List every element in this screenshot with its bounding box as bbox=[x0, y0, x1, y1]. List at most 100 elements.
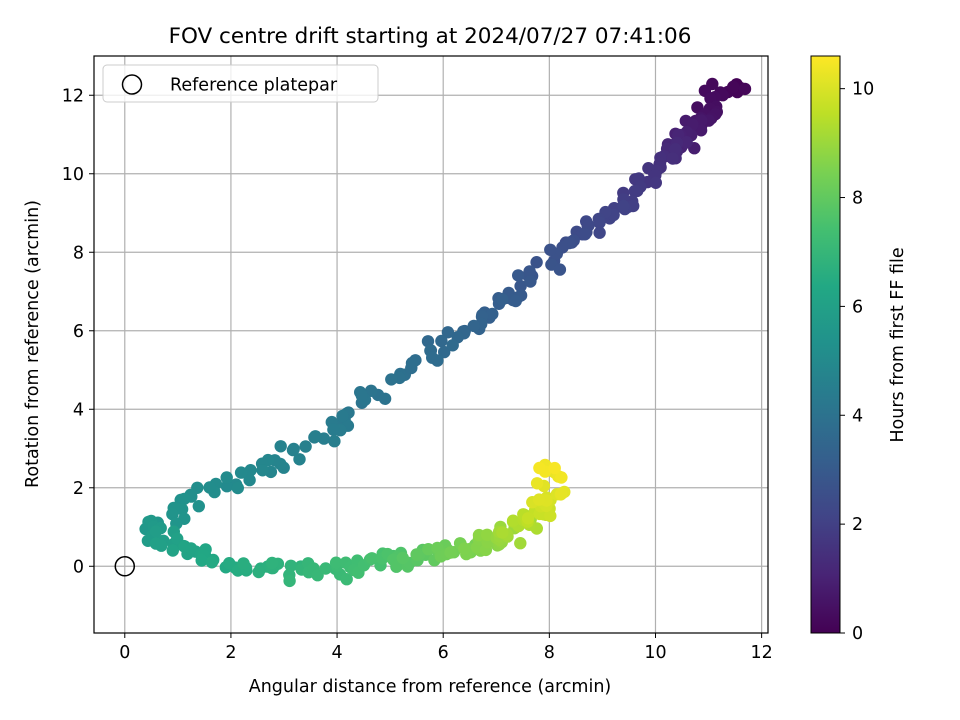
scatter-point bbox=[480, 528, 494, 541]
colorbar-gradient bbox=[810, 55, 841, 634]
scatter-point bbox=[192, 500, 205, 513]
y-axis-label: Rotation from reference (arcmin) bbox=[23, 200, 43, 488]
scatter-point bbox=[223, 557, 236, 570]
scatter-point bbox=[530, 477, 544, 490]
colorbar-tick-label: 8 bbox=[852, 189, 863, 209]
y-tick-label: 6 bbox=[73, 322, 84, 342]
scatter-point bbox=[548, 461, 561, 475]
colorbar-label: Hours from first FF file bbox=[888, 247, 908, 442]
scatter-point bbox=[512, 269, 525, 282]
colorbar-tick-label: 2 bbox=[852, 515, 863, 535]
scatter-point bbox=[532, 493, 546, 506]
y-tick-label: 4 bbox=[73, 400, 84, 420]
scatter-point bbox=[617, 199, 630, 213]
scatter-point bbox=[299, 440, 312, 453]
scatter-point bbox=[396, 551, 409, 565]
scatter-point bbox=[628, 184, 641, 198]
scatter-point bbox=[327, 423, 340, 436]
scatter-point bbox=[593, 216, 606, 229]
scatter-point bbox=[458, 542, 471, 555]
scatter-point bbox=[293, 453, 306, 466]
scatter-point bbox=[727, 80, 740, 94]
x-axis-label: Angular distance from reference (arcmin) bbox=[249, 677, 612, 697]
x-tick-label: 12 bbox=[750, 643, 772, 663]
scatter-point bbox=[166, 507, 179, 521]
x-tick-label: 2 bbox=[225, 643, 236, 663]
scatter-point bbox=[234, 466, 248, 479]
scatter-point bbox=[555, 487, 568, 500]
scatter-point bbox=[405, 356, 419, 370]
legend: Reference platepar bbox=[102, 64, 379, 103]
scatter-point bbox=[203, 481, 216, 494]
scatter-point bbox=[410, 548, 423, 561]
colorbar-tick-label: 0 bbox=[852, 624, 863, 644]
scatter-point bbox=[544, 243, 557, 256]
scatter-point bbox=[385, 373, 398, 386]
y-tick-label: 10 bbox=[62, 165, 84, 185]
x-tick-label: 4 bbox=[331, 643, 342, 663]
colorbar-tick-label: 10 bbox=[852, 80, 874, 100]
scatter-point bbox=[553, 263, 567, 276]
legend-marker-open-circle bbox=[121, 74, 143, 95]
scatter-point bbox=[220, 480, 234, 493]
x-tick-label: 6 bbox=[438, 643, 449, 663]
scatter-point bbox=[533, 461, 546, 475]
scatter-point bbox=[274, 440, 287, 453]
scatter-point bbox=[328, 435, 341, 448]
scatter-point bbox=[378, 392, 392, 405]
scatter-point bbox=[252, 565, 265, 579]
scatter-point bbox=[578, 228, 592, 241]
legend-box bbox=[102, 64, 379, 103]
scatter-point bbox=[544, 509, 557, 523]
data-points bbox=[139, 77, 752, 588]
scatter-point bbox=[329, 556, 343, 569]
scatter-point bbox=[365, 552, 379, 565]
y-tick-label: 2 bbox=[73, 479, 84, 499]
scatter-point bbox=[506, 514, 520, 527]
scatter-point bbox=[283, 574, 296, 588]
scatter-point bbox=[669, 143, 682, 156]
scatter-point bbox=[340, 573, 353, 586]
scatter-point bbox=[441, 326, 455, 339]
scatter-point bbox=[364, 384, 378, 397]
x-axis-ticks: 0 2 4 6 8 10 12 bbox=[119, 633, 773, 663]
scatter-point bbox=[435, 334, 448, 348]
scatter-point bbox=[237, 557, 250, 570]
scatter-point bbox=[178, 540, 191, 553]
scatter-point bbox=[509, 294, 522, 308]
scatter-point bbox=[524, 275, 537, 288]
scatter-point bbox=[256, 464, 269, 477]
scatter-point bbox=[523, 265, 536, 278]
y-tick-label: 0 bbox=[73, 557, 84, 577]
scatter-point bbox=[738, 82, 752, 96]
scatter-point bbox=[355, 389, 368, 402]
colorbar: 0 2 4 6 8 10 Hours from first FF file bbox=[810, 55, 908, 644]
scatter-point bbox=[231, 481, 244, 495]
scatter-point bbox=[244, 464, 257, 477]
x-tick-label: 0 bbox=[119, 643, 130, 663]
scatter-point bbox=[496, 526, 509, 539]
scatter-point bbox=[486, 307, 499, 321]
scatter-point bbox=[666, 152, 679, 165]
y-tick-label: 12 bbox=[62, 86, 84, 106]
scatter-point bbox=[467, 319, 480, 333]
scatter-point bbox=[422, 543, 435, 556]
scatter-point bbox=[555, 471, 568, 484]
colorbar-ticks: 0 2 4 6 8 10 bbox=[840, 80, 874, 644]
scatter-point bbox=[220, 471, 233, 484]
scatter-point bbox=[195, 554, 208, 567]
colorbar-tick-label: 6 bbox=[852, 297, 863, 317]
colorbar-tick-label: 4 bbox=[852, 406, 863, 426]
scatter-point bbox=[431, 354, 444, 367]
scatter-point bbox=[496, 293, 509, 306]
scatter-point bbox=[514, 537, 527, 550]
y-axis-ticks: 0 2 4 6 8 10 12 bbox=[62, 86, 94, 577]
x-tick-label: 8 bbox=[544, 643, 555, 663]
scatter-point bbox=[680, 136, 693, 149]
reference-platepar-marker bbox=[114, 556, 136, 577]
scatter-point bbox=[205, 556, 219, 569]
scatter-point bbox=[265, 556, 279, 570]
scatter-point bbox=[649, 176, 662, 189]
scatter-point bbox=[514, 279, 527, 293]
